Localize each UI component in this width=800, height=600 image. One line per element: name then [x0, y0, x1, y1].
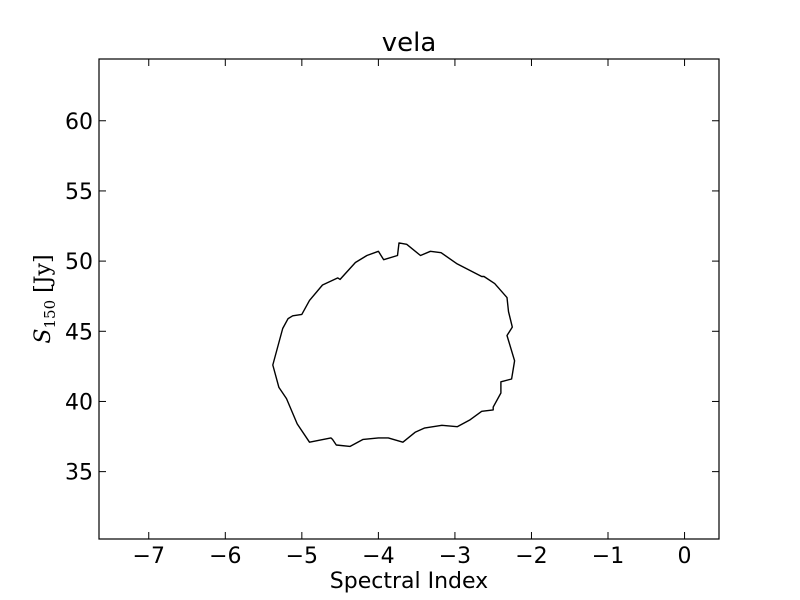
contour-line	[272, 242, 516, 448]
x-tick-label: −6	[209, 544, 241, 569]
y-tick-label: 55	[65, 180, 93, 205]
x-axis-label: Spectral Index	[330, 569, 488, 594]
y-tick-label: 50	[65, 250, 93, 275]
x-tick-label: −7	[133, 544, 165, 569]
x-tick-label: −3	[439, 544, 471, 569]
x-tick-label: −4	[362, 544, 394, 569]
x-axis-ticks: −7 −6 −5 −4 −3 −2 −1 0	[133, 59, 692, 569]
y-axis-label-subscript: 150	[41, 300, 59, 329]
chart-title: vela	[382, 28, 437, 58]
y-tick-label: 35	[65, 461, 93, 486]
y-tick-label: 60	[65, 110, 93, 135]
x-tick-label: 0	[678, 544, 692, 569]
x-tick-label: −5	[286, 544, 318, 569]
y-axis-label-unit: [Jy]	[31, 254, 56, 299]
plot-area	[98, 58, 720, 540]
y-tick-label: 40	[65, 390, 93, 415]
series-layer	[272, 242, 516, 448]
y-tick-label: 45	[65, 320, 93, 345]
y-axis-label: S150 [Jy]	[31, 254, 59, 343]
y-axis-label-base: S	[31, 328, 56, 343]
x-tick-label: −1	[592, 544, 624, 569]
y-axis-ticks: 35 40 45 50 55 60	[65, 110, 719, 486]
x-tick-label: −2	[515, 544, 547, 569]
